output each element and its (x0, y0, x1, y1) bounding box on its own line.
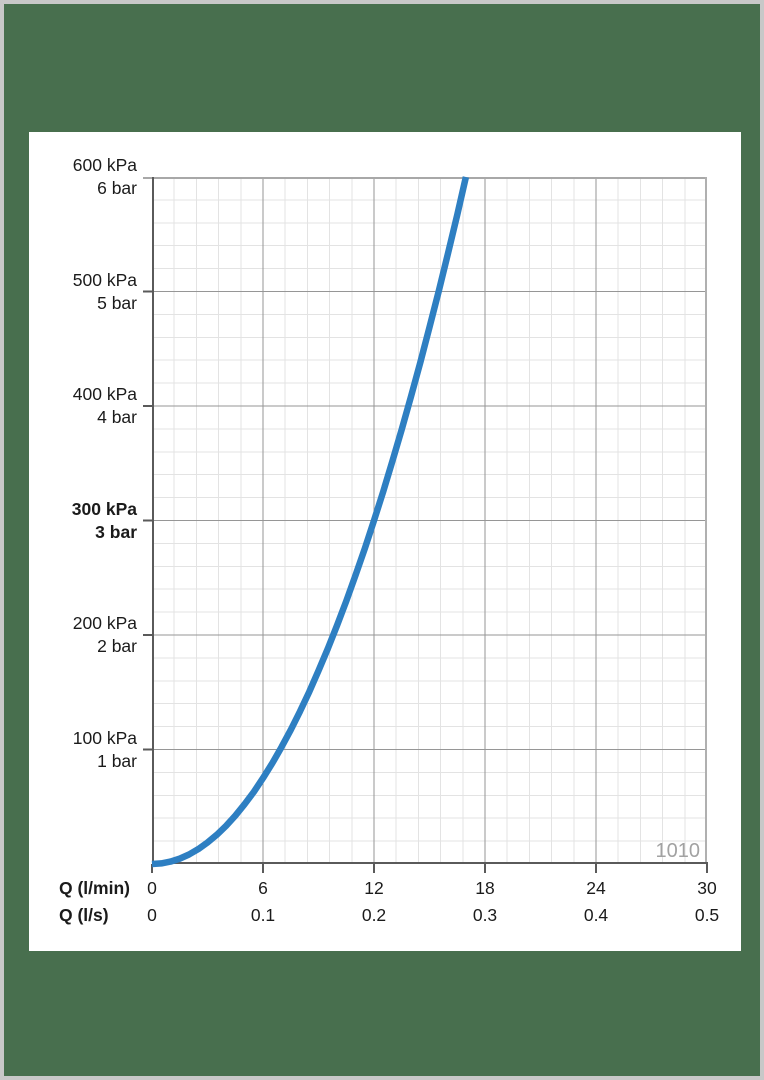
x-tick-ls-0.3: 0.3 (472, 905, 498, 925)
y-axis-bar-label: 6 bar (97, 178, 137, 198)
pressure-loss-curve (151, 176, 470, 868)
y-axis-kpa-label: 100 kPa (72, 727, 137, 748)
y-axis-label-600: 600 kPa 6 bar (73, 154, 137, 200)
x-axis-row-ls: Q (l/s) 0 0.1 0.2 0.3 0.4 0.5 (29, 902, 741, 928)
y-axis-kpa-label: 300 kPa (71, 498, 137, 519)
x-axis-row-lmin: Q (l/min) 0 6 12 18 24 30 (29, 875, 741, 901)
y-axis-bar-label: 2 bar (97, 636, 137, 656)
y-axis-label-200: 200 kPa 2 bar (73, 612, 137, 658)
x-axis-unit-lmin-label: Q (l/min) (59, 878, 130, 898)
y-axis-kpa-label: 200 kPa (72, 613, 137, 633)
y-axis-bar-label: 4 bar (97, 407, 137, 427)
x-tick-ls-0.1: 0.1 (250, 905, 276, 925)
x-tick-ls-0.2: 0.2 (361, 905, 387, 925)
chart-card: 600 kPa 6 bar 500 kPa 5 bar 400 kPa 4 bar 300 … (29, 132, 741, 951)
x-axis-labels: Q (l/min) 0 6 12 18 24 30 Q (l/s) 0 0.1 0.2 0.3 0… (29, 864, 741, 939)
x-tick-ls-0: 0 (147, 905, 157, 925)
y-axis-kpa-label: 500 kPa (72, 269, 137, 290)
y-axis-kpa-label: 600 kPa (72, 155, 137, 175)
x-axis-unit-ls-label: Q (l/s) (59, 905, 109, 925)
x-tick-lmin-24: 24 (586, 878, 606, 898)
y-axis-bar-label: 5 bar (97, 292, 137, 313)
y-axis-label-500: 500 kPa 5 bar (73, 269, 137, 315)
y-axis-labels: 600 kPa 6 bar 500 kPa 5 bar 400 kPa 4 bar 300 … (29, 155, 137, 864)
y-axis-label-400: 400 kPa 4 bar (73, 383, 137, 429)
y-axis-label-300: 300 kPa 3 bar (72, 498, 137, 544)
x-tick-lmin-30: 30 (697, 878, 717, 898)
plot-area: 1010 (143, 176, 708, 873)
y-axis-kpa-label: 400 kPa (72, 384, 137, 404)
watermark-1010: 1010 (655, 840, 701, 862)
x-tick-lmin-12: 12 (364, 878, 384, 898)
y-axis-label-100: 100 kPa 1 bar (73, 727, 137, 773)
x-tick-ls-0.5: 0.5 (694, 905, 720, 925)
y-axis-bar-label: 1 bar (97, 750, 137, 771)
x-tick-lmin-6: 6 (258, 878, 268, 898)
x-tick-lmin-18: 18 (475, 878, 495, 898)
y-axis-bar-label: 3 bar (95, 521, 137, 542)
x-tick-lmin-0: 0 (147, 878, 157, 898)
chart-grid-and-curve (143, 176, 708, 873)
x-tick-ls-0.4: 0.4 (583, 905, 609, 925)
